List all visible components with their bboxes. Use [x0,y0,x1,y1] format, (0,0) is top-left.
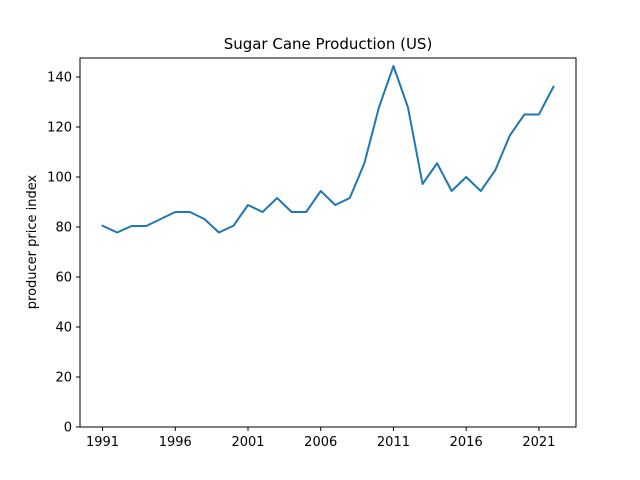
x-tick-label-2006: 2006 [304,435,337,450]
x-tick-label-2016: 2016 [450,435,483,450]
y-tick-label-80: 80 [55,221,72,236]
y-tick-label-100: 100 [47,171,72,186]
x-tick-label-2011: 2011 [377,435,410,450]
x-tick-label-2021: 2021 [522,435,555,450]
x-tick-label-1996: 1996 [159,435,192,450]
y-axis-label: producer price index [25,174,40,309]
y-tick-label-0: 0 [64,421,72,436]
y-tick-label-140: 140 [47,71,72,86]
y-tick-label-20: 20 [55,371,72,386]
y-tick-label-60: 60 [55,271,72,286]
x-tick-label-2001: 2001 [231,435,264,450]
series-line-0 [101,65,555,234]
y-tick-label-120: 120 [47,121,72,136]
chart-title: Sugar Cane Production (US) [224,35,433,53]
axes-frame [79,57,577,428]
plot-area: 1991 1996 2001 2006 2011 2016 2021 0 20 40 60 80 100… [47,57,577,450]
x-tick-label-1991: 1991 [86,435,119,450]
y-tick-label-40: 40 [55,321,72,336]
